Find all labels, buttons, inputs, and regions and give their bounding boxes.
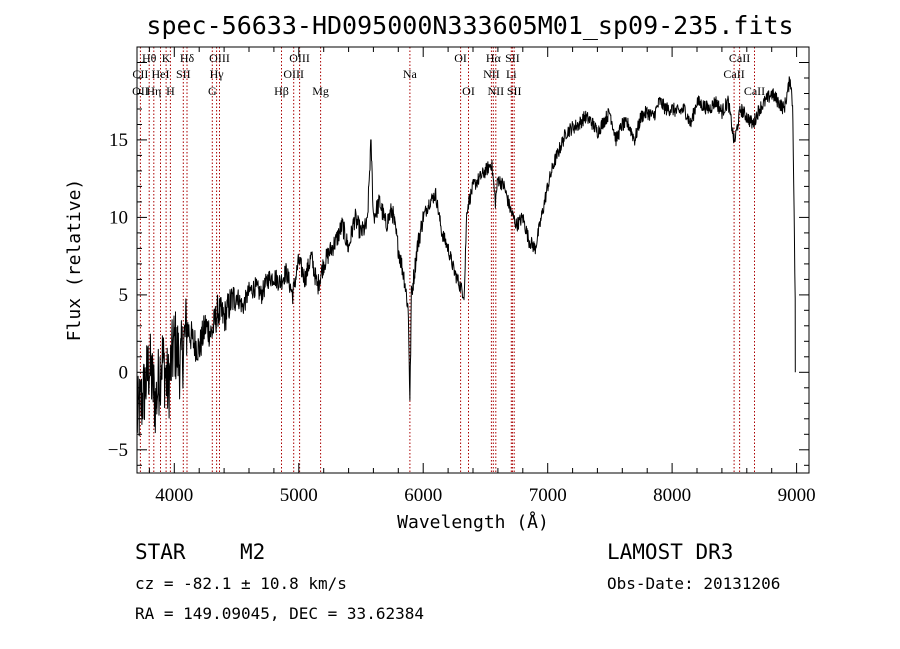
line-label: CaII (744, 84, 765, 98)
x-tick-label: 7000 (529, 485, 567, 506)
line-label: H (166, 84, 175, 98)
line-label: SII (505, 51, 520, 65)
y-tick-label: 10 (109, 207, 128, 228)
y-axis-label: Flux (relative) (64, 179, 85, 342)
line-label: OIII (209, 51, 230, 65)
line-label: HeI (152, 67, 170, 81)
line-label: CII (132, 67, 148, 81)
line-label: OI (462, 84, 475, 98)
line-label: NII (483, 67, 500, 81)
y-tick-label: 15 (109, 130, 128, 151)
spectrum-line (136, 76, 796, 437)
line-label: NII (487, 84, 504, 98)
line-label: Hα (486, 51, 502, 65)
line-label: Na (403, 67, 418, 81)
line-label: Li (506, 67, 517, 81)
cz-label: cz = -82.1 ± 10.8 km/s (135, 574, 347, 593)
line-label: Hθ (142, 51, 157, 65)
x-tick-label: 4000 (155, 485, 193, 506)
line-label: OIII (283, 67, 304, 81)
subclass-label: M2 (240, 540, 265, 564)
line-label: OI (454, 51, 467, 65)
line-label: G (208, 84, 217, 98)
line-label: OIII (289, 51, 310, 65)
line-label: Hη (146, 84, 161, 98)
obs-date-label: Obs-Date: 20131206 (607, 574, 780, 593)
line-label: SII (176, 67, 191, 81)
x-tick-label: 6000 (404, 485, 442, 506)
chart-title: spec-56633-HD095000N333605M01_sp09-235.f… (146, 11, 793, 40)
line-label: Hγ (210, 67, 225, 81)
line-label: Mg (312, 84, 329, 98)
class-label: STAR (135, 540, 186, 564)
line-label: CaII (729, 51, 750, 65)
radec-label: RA = 149.09045, DEC = 33.62384 (135, 604, 424, 623)
line-label: K (162, 51, 171, 65)
line-label: CaII (723, 67, 744, 81)
y-tick-label: 0 (119, 362, 129, 383)
x-tick-label: 5000 (280, 485, 318, 506)
line-label: SII (507, 84, 522, 98)
line-label: OII (132, 84, 149, 98)
line-label: Hδ (180, 51, 195, 65)
y-tick-label: −5 (108, 440, 128, 461)
survey-label: LAMOST DR3 (607, 540, 733, 564)
x-tick-label: 9000 (778, 485, 816, 506)
spectral-marker-lines (139, 47, 755, 473)
x-tick-label: 8000 (653, 485, 691, 506)
x-axis: 4000 5000 6000 7000 8000 9000 (148, 47, 816, 506)
line-label: Hβ (274, 84, 289, 98)
y-tick-label: 5 (119, 285, 129, 306)
y-axis: −5 0 5 10 15 (108, 62, 809, 466)
x-axis-label: Wavelength (Å) (397, 511, 549, 533)
